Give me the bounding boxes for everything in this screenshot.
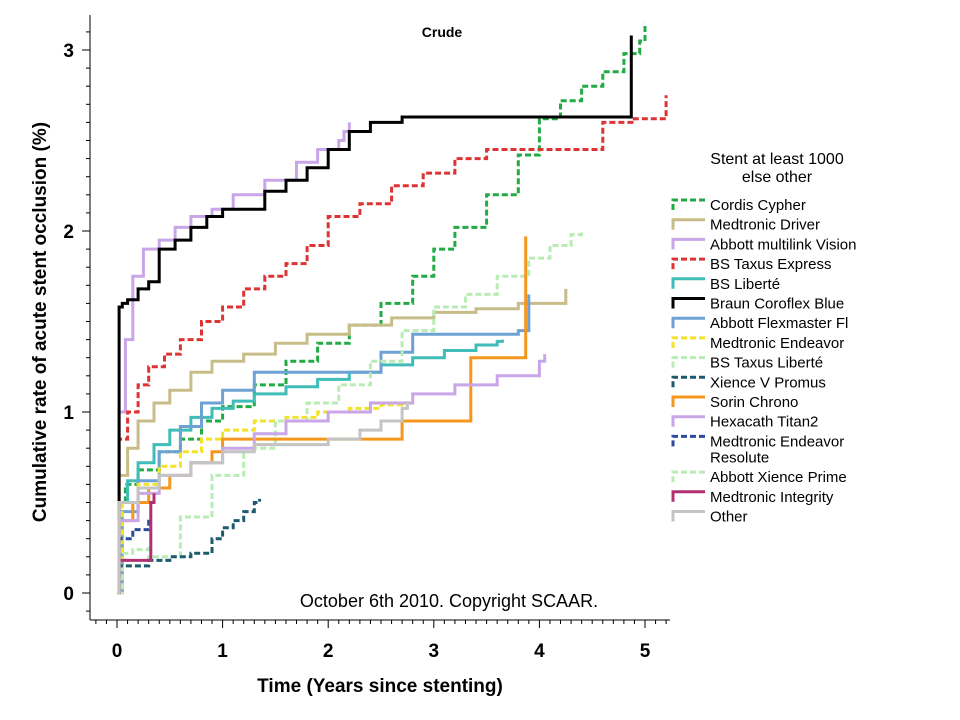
legend-label-bs-taxus-libert: BS Taxus Liberté [710, 355, 823, 372]
legend-swatch-medtronic-endeavor [671, 336, 705, 348]
legend-label-sorin-chrono: Sorin Chrono [710, 394, 798, 411]
legend-swatch-cordis-cypher [671, 198, 705, 210]
legend-swatch-medtronic-integrity [671, 490, 705, 502]
legend-label-abbott-xience-prime: Abbott Xience Prime [710, 469, 847, 486]
series-line-hexacath-titan2 [117, 354, 547, 595]
legend: Stent at least 1000 else other Cordis Cy… [671, 151, 856, 526]
legend-swatch-bs-taxus-express [671, 257, 705, 270]
legend-swatch-medtronic-driver [671, 218, 705, 230]
legend-swatch-abbott-flexmaster-fl [671, 316, 705, 329]
legend-swatch-sorin-chrono [671, 395, 705, 407]
series-line-abbott-flexmaster-fl [117, 294, 531, 595]
legend-label-medtronic-integrity: Medtronic Integrity [710, 489, 834, 506]
legend-label-medtronic-endeavor-resolute: Medtronic Endeavor [710, 433, 844, 450]
y-tick-label: 2 [63, 222, 74, 243]
series-line-bs-libert [117, 339, 504, 595]
legend-label-hexacath-titan2: Hexacath Titan2 [710, 414, 818, 431]
legend-label-cordis-cypher: Cordis Cypher [710, 197, 806, 214]
x-tick-label: 0 [112, 641, 123, 662]
legend-label-bs-libert: BS Liberté [710, 276, 780, 293]
series-line-braun-coroflex-blue [117, 35, 633, 595]
legend-label-medtronic-endeavor: Medtronic Endeavor [710, 335, 844, 352]
x-tick-label: 1 [217, 641, 228, 662]
legend-label-braun-coroflex-blue: Braun Coroflex Blue [710, 296, 844, 313]
legend-swatch-abbott-xience-prime [671, 470, 705, 483]
y-tick-label: 3 [63, 41, 74, 62]
x-axis-title: Time (Years since stenting) [257, 676, 503, 697]
y-axis-title: Cumulative rate of acute stent occlusion… [30, 122, 51, 522]
x-tick-label: 2 [323, 641, 334, 662]
legend-swatch-other [671, 510, 705, 522]
legend-label-abbott-multilink-vision: Abbott multilink Vision [710, 236, 856, 253]
x-tick-label: 3 [429, 641, 440, 662]
legend-label-medtronic-endeavor-resolute: Resolute [710, 449, 769, 466]
copyright-annotation: October 6th 2010. Copyright SCAAR. [300, 591, 598, 611]
legend-swatch-hexacath-titan2 [671, 415, 705, 427]
legend-label-medtronic-driver: Medtronic Driver [710, 217, 820, 234]
chart-title: Crude [422, 24, 463, 40]
axes [89, 15, 670, 621]
legend-swatch-abbott-multilink-vision [671, 237, 705, 250]
x-tick-label: 5 [640, 641, 651, 662]
legend-swatch-xience-v-promus [671, 375, 705, 388]
legend-label-abbott-flexmaster-fl: Abbott Flexmaster Fl [710, 315, 848, 332]
legend-label-bs-taxus-express: BS Taxus Express [710, 256, 831, 273]
legend-label-other: Other [710, 509, 748, 526]
series-line-medtronic-endeavor [117, 401, 404, 595]
series-line-other [117, 401, 409, 595]
legend-swatch-braun-coroflex-blue [671, 297, 705, 309]
legend-swatch-bs-libert [671, 277, 705, 289]
series-line-medtronic-driver [117, 288, 568, 595]
legend-swatch-medtronic-endeavor-resolute [671, 434, 705, 447]
series-line-xience-v-promus [117, 498, 262, 595]
series-line-bs-taxus-express [117, 95, 668, 595]
series-line-bs-taxus-libert [117, 231, 584, 595]
legend-title-line-2: else other [742, 169, 813, 186]
legend-swatch-bs-taxus-libert [671, 356, 705, 368]
legend-label-xience-v-promus: Xience V Promus [710, 374, 826, 391]
legend-title-line-1: Stent at least 1000 [710, 151, 844, 168]
x-tick-label: 4 [534, 641, 545, 662]
y-tick-label: 0 [63, 584, 74, 605]
y-tick-label: 1 [63, 403, 74, 424]
ticks: 0 1 2 3 4 5 0 1 2 3 [63, 31, 667, 662]
plot-lines [117, 22, 668, 595]
series-line-sorin-chrono [117, 236, 528, 595]
